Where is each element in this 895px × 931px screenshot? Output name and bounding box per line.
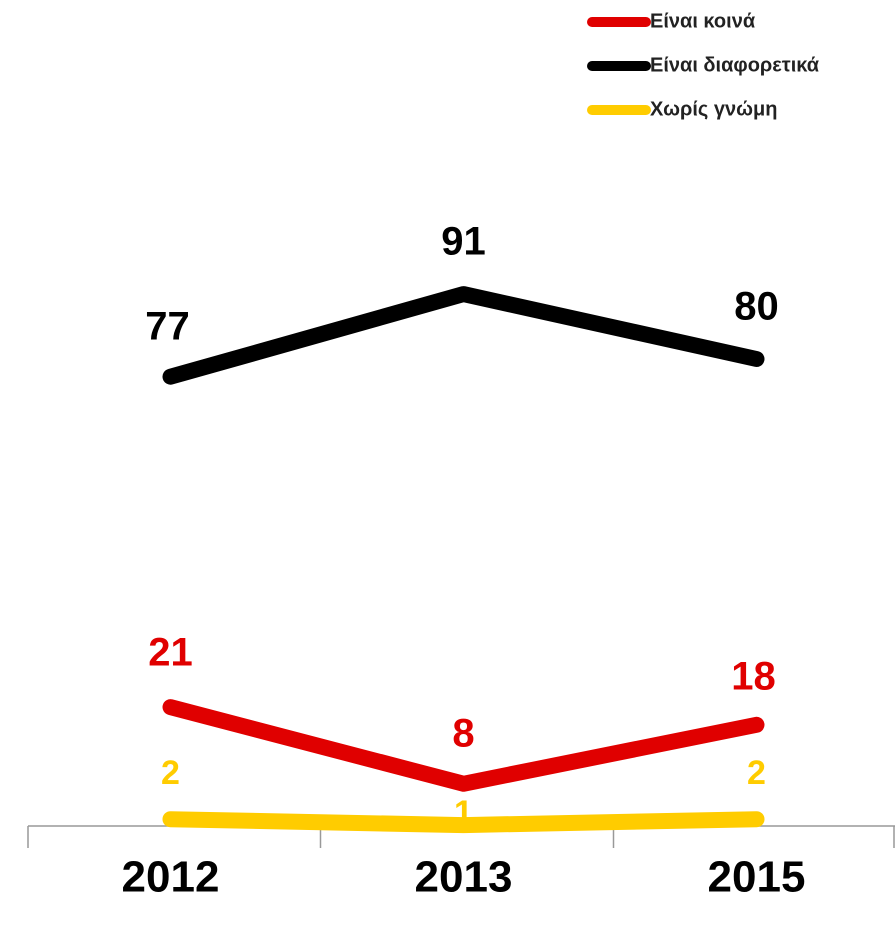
- legend-label: Είναι διαφορετικά: [650, 54, 820, 76]
- data-label: 2: [161, 754, 180, 792]
- legend-label: Χωρίς γνώμη: [650, 98, 777, 120]
- data-label: 8: [452, 711, 474, 755]
- data-label: 77: [145, 304, 190, 348]
- x-tick-label: 2013: [415, 853, 513, 902]
- series-line: [162, 286, 765, 385]
- data-label: 91: [441, 220, 486, 264]
- data-label: 2: [747, 754, 766, 792]
- data-label: 80: [734, 285, 779, 329]
- series-line: [162, 811, 765, 834]
- legend-label: Είναι κοινά: [650, 10, 756, 32]
- x-tick-label: 2012: [122, 853, 220, 902]
- series-line: [162, 699, 765, 792]
- data-label: 1: [454, 794, 473, 832]
- x-tick-label: 2015: [708, 853, 806, 902]
- data-label: 21: [148, 631, 193, 675]
- data-label: 18: [731, 654, 776, 698]
